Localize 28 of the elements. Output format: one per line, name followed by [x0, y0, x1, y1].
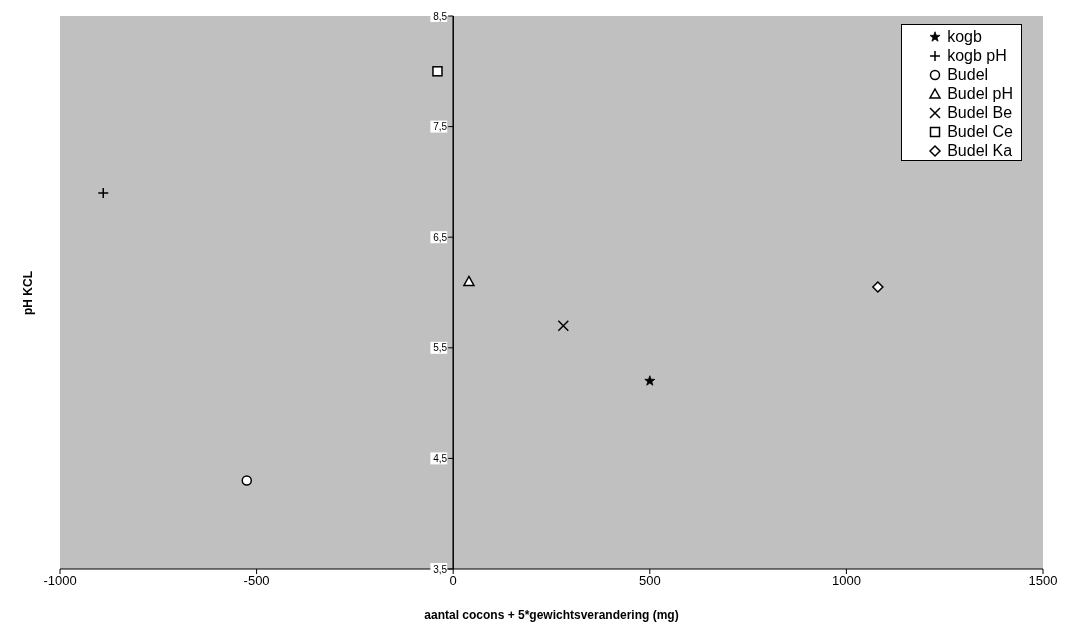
point	[432, 66, 443, 77]
x-tick-label: -500	[243, 573, 270, 589]
legend-label: Budel pH	[947, 84, 1013, 103]
legend-label: Budel Ce	[947, 122, 1013, 141]
point	[644, 375, 656, 386]
point	[557, 319, 570, 332]
y-tick-label: 8,5	[433, 10, 448, 22]
legend-label: Budel Be	[947, 103, 1013, 122]
x-tick-label: 1500	[1028, 573, 1058, 589]
point	[463, 275, 475, 287]
y-axis-title: pH KCL	[21, 270, 35, 315]
y-tick-label: 4,5	[433, 452, 448, 464]
x-tick-label: 500	[638, 573, 661, 589]
y-tick-label: 7,5	[433, 121, 448, 133]
point	[97, 187, 109, 199]
y-tick-label: 5,5	[433, 342, 448, 354]
legend-label: kogb pH	[947, 46, 1007, 65]
x-tick-label: 0	[449, 573, 457, 589]
legend-label: Budel Ka	[947, 141, 1013, 160]
x-tick-label: 1000	[831, 573, 861, 589]
legend-label: Budel	[947, 65, 989, 84]
y-tick-label: 6,5	[433, 231, 448, 243]
point	[241, 475, 253, 486]
point	[872, 281, 884, 293]
y-tick-label: 3,5	[433, 563, 448, 575]
legend-label: kogb	[947, 27, 982, 46]
x-axis-title: aantal cocons + 5*gewichtsverandering (mg)	[424, 608, 679, 622]
x-tick-label: -1000	[43, 573, 77, 589]
